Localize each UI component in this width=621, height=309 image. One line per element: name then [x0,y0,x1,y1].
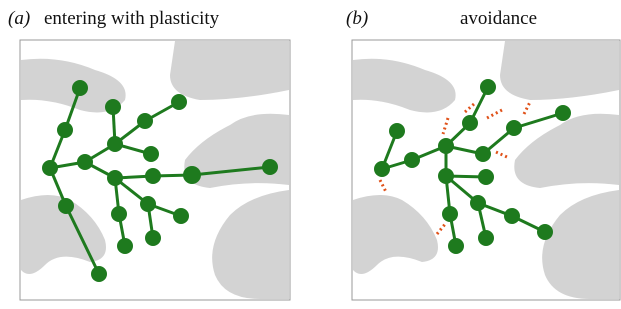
panel-title: entering with plasticity [44,8,220,29]
obstacle [170,41,289,100]
panel-title: avoidance [460,8,537,29]
panel-b [352,40,620,300]
obstacle [500,41,619,100]
panel-a [20,40,290,300]
panel-label: (b) [346,8,368,29]
figure: (a) entering with plasticity (b) avoidan… [0,0,621,309]
panel-label: (a) [8,8,30,29]
